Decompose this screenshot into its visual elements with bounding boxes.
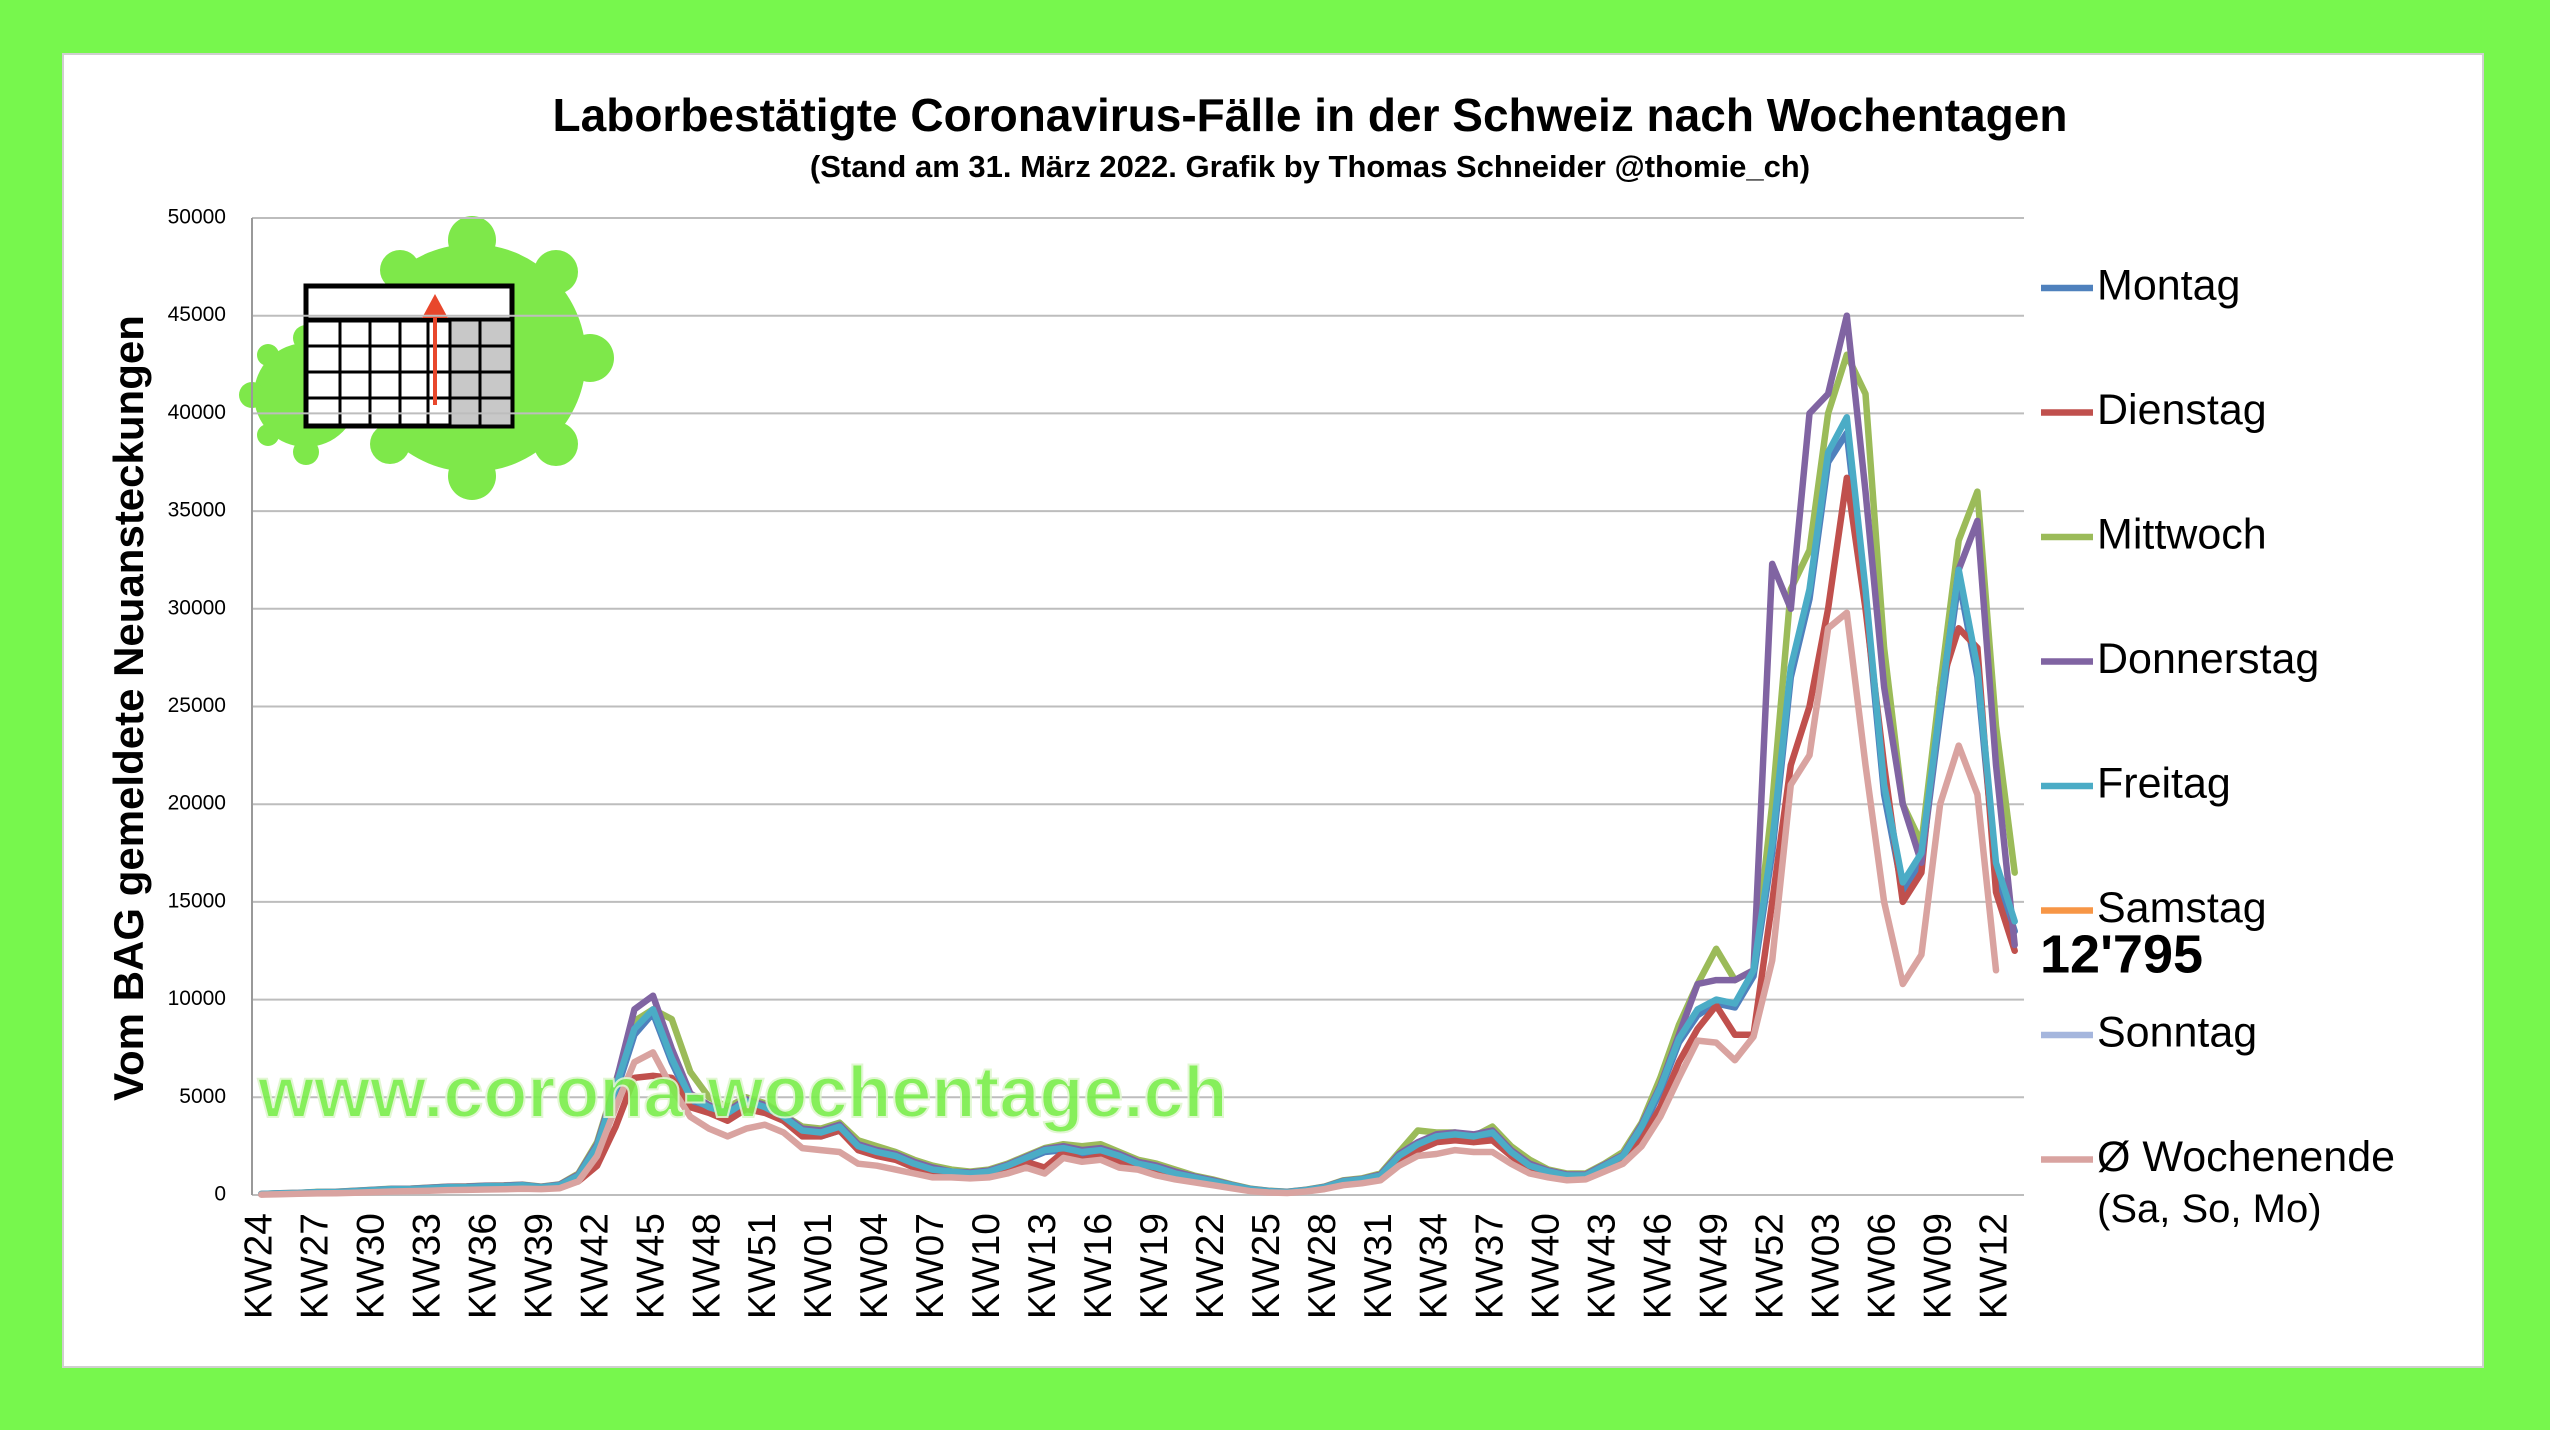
legend-label: Sonntag bbox=[2097, 1008, 2257, 1056]
x-tick-label: KW46 bbox=[1637, 1213, 1680, 1319]
x-tick-label: KW30 bbox=[350, 1213, 393, 1319]
x-tick-label: KW49 bbox=[1693, 1213, 1736, 1319]
series-line bbox=[258, 609, 2000, 1198]
icon bbox=[239, 216, 614, 500]
y-tick-label: 15000 bbox=[168, 889, 226, 912]
legend-label: Donnerstag bbox=[2097, 635, 2319, 683]
watermark: www.corona-wochentage.ch bbox=[257, 1053, 1227, 1133]
y-tick-label: 25000 bbox=[168, 694, 226, 717]
x-tick-label: KW39 bbox=[517, 1213, 560, 1319]
y-tick-label: 45000 bbox=[168, 303, 226, 326]
x-tick-label: KW31 bbox=[1357, 1213, 1400, 1319]
x-tick-label: KW42 bbox=[573, 1213, 616, 1319]
x-tick-label: KW45 bbox=[629, 1213, 672, 1319]
x-tick-label: KW16 bbox=[1077, 1213, 1120, 1319]
x-tick-label: KW33 bbox=[405, 1213, 448, 1319]
legend-note: (Sa, So, Mo) bbox=[2097, 1187, 2322, 1231]
x-tick-label: KW24 bbox=[238, 1213, 281, 1319]
legend-label: Mittwoch bbox=[2097, 510, 2267, 558]
x-tick-label: KW03 bbox=[1804, 1213, 1847, 1319]
x-tick-label: KW09 bbox=[1916, 1213, 1959, 1319]
legend-label: Samstag bbox=[2097, 884, 2267, 932]
x-tick-label: KW52 bbox=[1748, 1213, 1791, 1319]
x-tick-label: KW22 bbox=[1189, 1213, 1232, 1319]
plot: 0 5000 10000 15000 20000 25000 30000 35000 40000… bbox=[168, 206, 2395, 1320]
x-tick-label: KW48 bbox=[685, 1213, 728, 1319]
y-tick-label: 50000 bbox=[168, 206, 226, 229]
x-tick-label: KW28 bbox=[1301, 1213, 1344, 1319]
legend-label: Dienstag bbox=[2097, 386, 2267, 434]
x-tick-label: KW04 bbox=[853, 1213, 896, 1319]
legend-label: Ø Wochenende bbox=[2097, 1133, 2395, 1181]
x-tick-label: KW25 bbox=[1245, 1213, 1288, 1319]
y-tick-label: 5000 bbox=[179, 1085, 226, 1108]
x-tick-label: KW19 bbox=[1133, 1213, 1176, 1319]
y-tick-label: 20000 bbox=[168, 792, 226, 815]
annotation: 12'795 bbox=[2040, 924, 2203, 984]
x-tick-label: KW10 bbox=[965, 1213, 1008, 1319]
x-tick-label: KW40 bbox=[1525, 1213, 1568, 1319]
x-tick-label: KW06 bbox=[1860, 1213, 1903, 1319]
y-tick-label: 0 bbox=[214, 1183, 226, 1206]
y-axis-label: Vom BAG gemeldete Neuansteckungen bbox=[105, 315, 152, 1101]
x-tick-label: KW37 bbox=[1469, 1213, 1512, 1319]
y-tick-label: 10000 bbox=[168, 987, 226, 1010]
x-tick-label: KW01 bbox=[797, 1213, 840, 1319]
chart-subtitle: (Stand am 31. März 2022. Grafik by Thoma… bbox=[810, 149, 1810, 184]
x-tick-label: KW13 bbox=[1021, 1213, 1064, 1319]
x-tick-label: KW07 bbox=[909, 1213, 952, 1319]
x-tick-label: KW43 bbox=[1581, 1213, 1624, 1319]
chart-title: Laborbestätigte Coronavirus-Fälle in der… bbox=[553, 89, 2068, 141]
x-tick-label: KW34 bbox=[1413, 1213, 1456, 1319]
legend-label: Freitag bbox=[2097, 759, 2231, 807]
x-tick-label: KW36 bbox=[461, 1213, 504, 1319]
x-tick-label: KW51 bbox=[741, 1213, 784, 1319]
x-tick-label: KW12 bbox=[1972, 1213, 2015, 1319]
legend-label: Montag bbox=[2097, 261, 2240, 309]
y-tick-label: 40000 bbox=[168, 401, 226, 424]
y-tick-label: 35000 bbox=[168, 499, 226, 522]
x-tick-label: KW27 bbox=[294, 1213, 337, 1319]
y-tick-label: 30000 bbox=[168, 596, 226, 619]
